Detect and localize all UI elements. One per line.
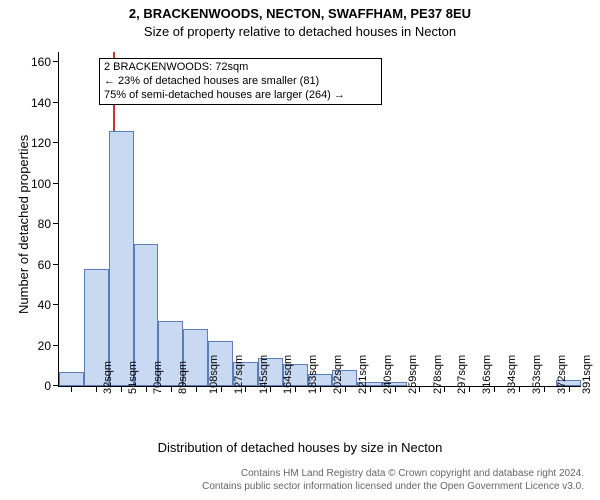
y-tick-label: 100 [31,177,51,191]
x-tick-label: 70sqm [152,361,164,394]
x-tick [444,386,445,392]
x-tick-label: 353sqm [531,355,543,394]
x-tick-label: 316sqm [481,355,493,394]
x-tick [196,386,197,392]
y-axis-title: Number of detached properties [16,135,31,314]
footer-line: Contains public sector information licen… [0,481,584,494]
x-tick [270,386,271,392]
x-tick [146,386,147,392]
x-tick-label: 240sqm [382,355,394,394]
x-tick-label: 334sqm [506,355,518,394]
x-tick [370,386,371,392]
y-tick [53,61,59,62]
footer-attribution: Contains HM Land Registry data © Crown c… [0,468,600,493]
x-tick [494,386,495,392]
x-tick-label: 145sqm [258,355,270,394]
y-tick-label: 0 [44,379,51,393]
x-tick [221,386,222,392]
y-tick [53,345,59,346]
y-tick-label: 60 [38,258,51,272]
x-tick-label: 51sqm [127,361,139,394]
chart-container: 2, BRACKENWOODS, NECTON, SWAFFHAM, PE37 … [0,0,600,500]
x-tick [544,386,545,392]
histogram-bar [59,372,84,386]
x-tick-label: 89sqm [177,361,189,394]
chart-title-sub: Size of property relative to detached ho… [0,24,600,39]
y-tick-label: 40 [38,298,51,312]
x-tick [96,386,97,392]
x-tick-label: 127sqm [233,355,245,394]
x-tick [71,386,72,392]
x-tick-label: 372sqm [556,355,568,394]
x-tick [121,386,122,392]
x-tick-label: 259sqm [407,355,419,394]
x-tick [245,386,246,392]
histogram-bar [109,131,134,386]
plot-area: 2 BRACKENWOODS: 72sqm← 23% of detached h… [58,52,581,387]
x-tick-label: 183sqm [307,355,319,394]
x-tick-label: 221sqm [357,355,369,394]
x-tick [345,386,346,392]
y-tick [53,183,59,184]
x-tick-label: 108sqm [208,355,220,394]
x-tick-label: 278sqm [432,355,444,394]
x-tick-label: 32sqm [102,361,114,394]
x-tick [419,386,420,392]
x-tick [569,386,570,392]
x-tick-label: 164sqm [283,355,295,394]
x-tick-label: 202sqm [332,355,344,394]
y-tick-label: 120 [31,136,51,150]
annotation-box: 2 BRACKENWOODS: 72sqm← 23% of detached h… [99,58,382,105]
annotation-line: 2 BRACKENWOODS: 72sqm [104,61,377,75]
x-tick [469,386,470,392]
y-tick [53,142,59,143]
x-axis-title: Distribution of detached houses by size … [0,440,600,455]
x-tick-label: 297sqm [457,355,469,394]
x-tick-label: 391sqm [581,355,593,394]
annotation-line: ← 23% of detached houses are smaller (81… [104,75,377,89]
y-tick-label: 160 [31,55,51,69]
y-tick [53,304,59,305]
x-tick [519,386,520,392]
chart-title-main: 2, BRACKENWOODS, NECTON, SWAFFHAM, PE37 … [0,6,600,21]
x-tick [320,386,321,392]
y-tick [53,223,59,224]
x-tick [395,386,396,392]
y-tick-label: 140 [31,96,51,110]
y-tick-label: 80 [38,217,51,231]
annotation-line: 75% of semi-detached houses are larger (… [104,89,377,103]
x-tick [295,386,296,392]
y-tick [53,102,59,103]
x-tick [171,386,172,392]
footer-line: Contains HM Land Registry data © Crown c… [0,468,584,481]
y-tick-label: 20 [38,339,51,353]
y-tick [53,264,59,265]
